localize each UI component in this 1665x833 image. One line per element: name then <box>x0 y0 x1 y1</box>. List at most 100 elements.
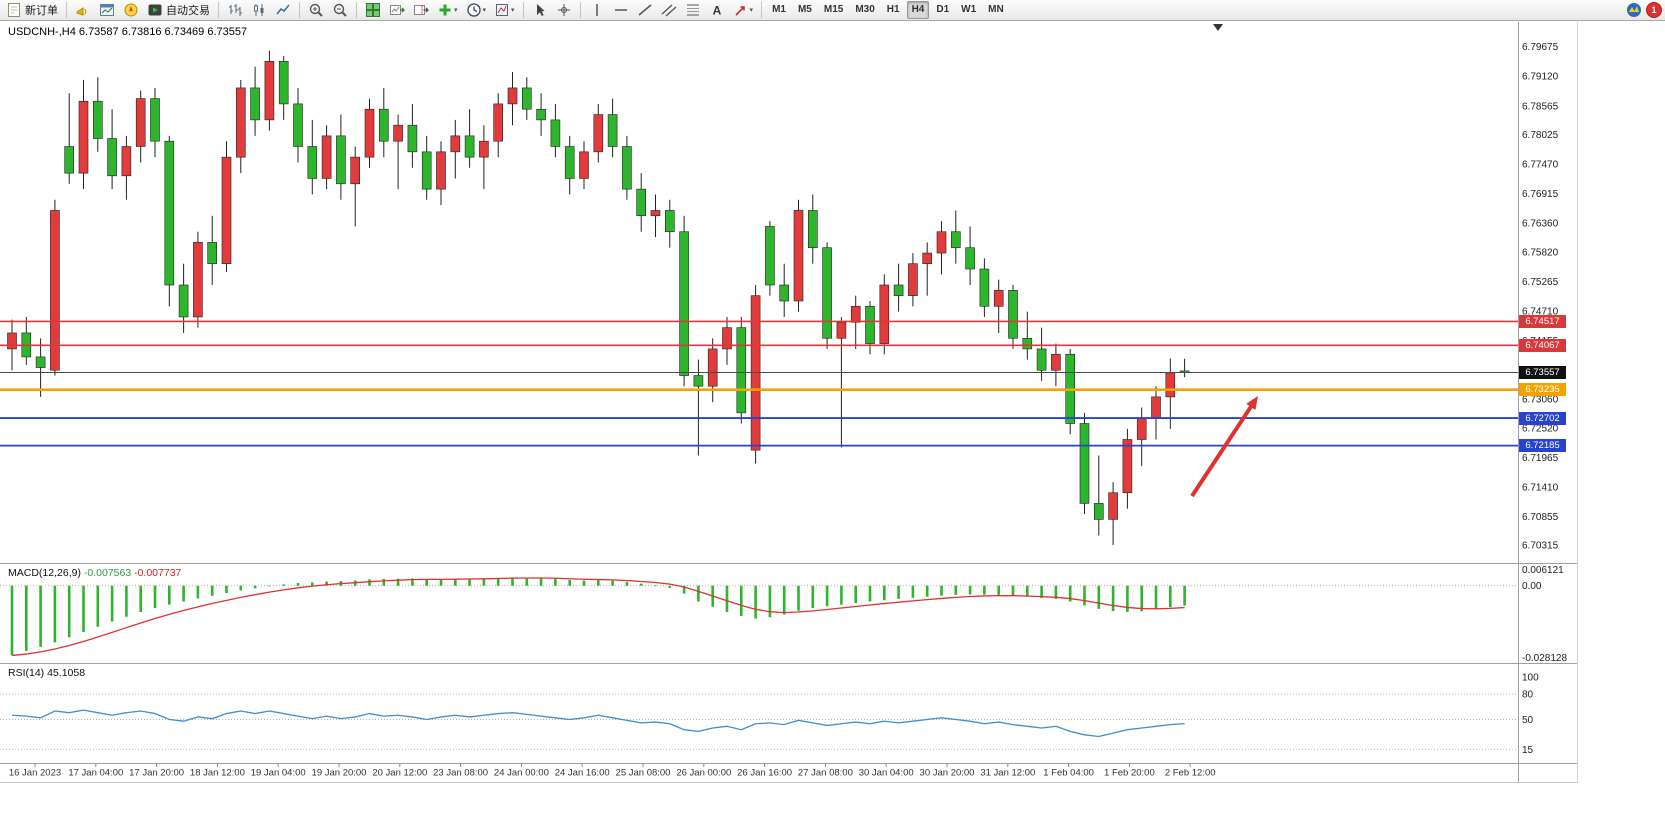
timeframe-group: M1 M5 M15 M30 H1 H4 D1 W1 MN <box>766 0 1010 21</box>
macd-value-signal: -0.007737 <box>134 567 182 579</box>
bar-chart-button[interactable] <box>224 0 246 21</box>
tf-M30-button[interactable]: M30 <box>855 4 875 15</box>
fibonacci-button[interactable] <box>682 0 704 21</box>
svg-text:16 Jan 2023: 16 Jan 2023 <box>9 768 61 779</box>
line-chart-button[interactable] <box>272 0 294 21</box>
svg-text:25 Jan 08:00: 25 Jan 08:00 <box>616 768 671 779</box>
chart-shift-marker[interactable] <box>1213 24 1223 31</box>
market-watch-button[interactable] <box>96 0 118 21</box>
tf-H4-button[interactable]: H4 <box>906 1 930 19</box>
toolbar-group <box>528 0 576 21</box>
svg-text:26 Jan 00:00: 26 Jan 00:00 <box>676 768 731 779</box>
horizontal-line-button[interactable] <box>610 0 632 21</box>
svg-text:6.74710: 6.74710 <box>1522 307 1559 318</box>
rsi-pane[interactable] <box>0 664 1518 763</box>
zoom-out-icon <box>333 3 347 17</box>
trendline-button[interactable] <box>634 0 656 21</box>
navigator-button[interactable] <box>120 0 142 21</box>
svg-text:6.79120: 6.79120 <box>1522 72 1559 83</box>
tf-MN-button[interactable]: MN <box>988 4 1004 15</box>
trend-arrow-annotation[interactable] <box>1190 396 1258 498</box>
svg-text:23 Jan 08:00: 23 Jan 08:00 <box>433 768 488 779</box>
channel-button[interactable] <box>658 0 680 21</box>
autotrading-label: 自动交易 <box>166 5 210 17</box>
chart-shift-icon <box>414 5 429 15</box>
candle-chart-icon <box>254 4 264 16</box>
toolbar-separator <box>66 2 67 18</box>
notification-badge[interactable]: 1 <box>1646 2 1662 18</box>
chart-title: USDCNH-,H4 6.73587 6.73816 6.73469 6.735… <box>8 26 247 38</box>
svg-text:6.70855: 6.70855 <box>1522 512 1559 523</box>
tf-M15-button[interactable]: M15 <box>823 4 844 15</box>
toolbar-group: ▾ ▾ ▾ <box>361 0 519 21</box>
horn-icon <box>76 7 87 16</box>
dropdown-caret-icon: ▾ <box>511 7 515 14</box>
trendline-icon <box>638 4 652 16</box>
svg-text:6.78025: 6.78025 <box>1522 130 1559 141</box>
periods-icon <box>466 3 481 17</box>
alerts-button[interactable] <box>72 0 94 21</box>
dropdown-caret-icon: ▾ <box>482 7 487 14</box>
tf-D1-button[interactable]: D1 <box>936 4 950 15</box>
toolbar-group <box>304 0 352 21</box>
toolbar-group: 新订单 <box>2 0 62 21</box>
svg-text:6.70315: 6.70315 <box>1522 541 1559 552</box>
tf-H1-button[interactable]: H1 <box>886 4 900 15</box>
svg-text:31 Jan 12:00: 31 Jan 12:00 <box>980 768 1035 779</box>
vertical-line-button[interactable] <box>586 0 608 21</box>
tile-windows-button[interactable] <box>362 0 384 21</box>
templates-button[interactable]: ▾ <box>491 0 518 21</box>
cursor-icon <box>536 4 545 16</box>
tf-M1-button[interactable]: M1 <box>772 4 786 15</box>
tile-windows-icon <box>366 3 380 17</box>
chart-window-icon <box>100 4 114 16</box>
toolbar-right: 1 <box>1626 2 1662 18</box>
toolbar: 新订单 自动交易 ▾ ▾ ▾ A ▾ M1 M5 M15 M30 H1 H4 D1 W1 MN 1 <box>0 0 1665 21</box>
templates-icon <box>496 4 509 16</box>
time-axis[interactable] <box>0 764 1518 782</box>
indicators-icon <box>439 4 451 16</box>
price-pane[interactable] <box>0 22 1518 563</box>
svg-text:15: 15 <box>1522 745 1534 756</box>
horizontal-level-lines[interactable] <box>0 320 1518 447</box>
zoom-out-button[interactable] <box>329 0 351 21</box>
auto-scroll-button[interactable] <box>386 0 408 21</box>
toolbar-group: A ▾ <box>585 0 758 21</box>
rsi-label: RSI(14) 45.1058 <box>8 667 85 679</box>
arrows-button[interactable]: ▾ <box>730 0 757 21</box>
price-marker: 6.72702 <box>1519 411 1566 425</box>
price-marker: 6.72185 <box>1519 439 1566 453</box>
svg-text:24 Jan 00:00: 24 Jan 00:00 <box>494 768 549 779</box>
macd-label: MACD(12,26,9) -0.007563 -0.007737 <box>8 567 181 579</box>
candle-chart-button[interactable] <box>248 0 270 21</box>
candles <box>7 50 1190 545</box>
text-icon: A <box>712 4 721 18</box>
svg-text:19 Jan 20:00: 19 Jan 20:00 <box>312 768 367 779</box>
text-button[interactable]: A <box>706 0 728 21</box>
tf-W1-button[interactable]: W1 <box>961 4 977 15</box>
periods-button[interactable]: ▾ <box>463 0 490 21</box>
toolbar-group: 自动交易 <box>71 0 214 21</box>
cursor-button[interactable] <box>529 0 551 21</box>
macd-histogram <box>10 577 1186 656</box>
indicators-button[interactable]: ▾ <box>434 0 461 21</box>
svg-text:6.75265: 6.75265 <box>1522 277 1559 288</box>
autotrading-button[interactable]: 自动交易 <box>144 0 213 21</box>
new-order-button[interactable]: 新订单 <box>3 0 61 21</box>
svg-text:1 Feb 04:00: 1 Feb 04:00 <box>1043 768 1094 779</box>
zoom-in-icon <box>309 3 323 17</box>
svg-text:100: 100 <box>1522 673 1539 684</box>
crosshair-button[interactable] <box>553 0 575 21</box>
svg-text:-0.028128: -0.028128 <box>1522 653 1567 664</box>
autotrading-icon <box>148 4 162 16</box>
toolbar-separator <box>522 2 524 18</box>
line-chart-icon <box>276 4 290 15</box>
tf-M5-button[interactable]: M5 <box>797 4 812 15</box>
svg-text:6.72520: 6.72520 <box>1522 423 1559 434</box>
auto-scroll-icon <box>390 5 405 15</box>
zoom-in-button[interactable] <box>305 0 327 21</box>
svg-text:A: A <box>712 4 721 18</box>
chart-shift-button[interactable] <box>410 0 432 21</box>
macd-pane[interactable] <box>0 564 1518 663</box>
